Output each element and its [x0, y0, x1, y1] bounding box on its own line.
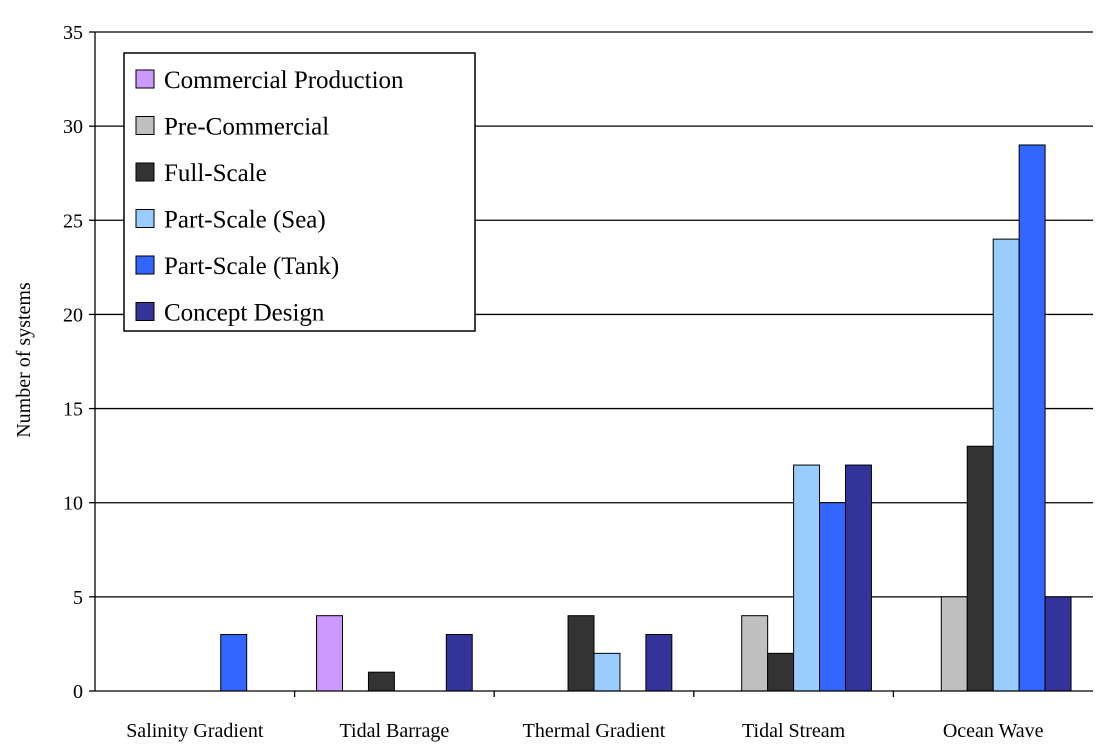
legend-label: Commercial Production: [164, 67, 404, 94]
bar: [966, 445, 994, 692]
y-tick-label: 5: [73, 587, 83, 609]
bar: [593, 652, 621, 692]
x-tick-label: Tidal Barrage: [340, 720, 450, 742]
bar: [793, 464, 821, 692]
bar: [767, 652, 795, 692]
bar: [567, 615, 595, 692]
bar: [316, 615, 344, 692]
axes: [94, 32, 1093, 692]
y-tick-label: 20: [63, 304, 83, 326]
bar: [1044, 596, 1072, 692]
y-tick-label: 35: [63, 22, 83, 44]
bar: [1018, 144, 1046, 692]
y-tick-label: 0: [73, 681, 83, 703]
legend-box: [123, 52, 476, 332]
y-tick-label: 15: [63, 399, 83, 421]
bar: [220, 634, 248, 692]
bar: [367, 671, 395, 692]
legend-swatch: [135, 69, 155, 89]
bar: [645, 634, 673, 692]
legend-label: Pre-Commercial: [164, 114, 329, 141]
y-tick-label: 30: [63, 116, 83, 138]
legend-swatch: [135, 116, 155, 135]
y-tick-label: 10: [63, 493, 83, 515]
x-tick-label: Ocean Wave: [943, 720, 1044, 742]
x-tick-label: Thermal Gradient: [523, 720, 666, 742]
y-tick-label: 25: [63, 210, 83, 232]
bar: [445, 634, 473, 692]
x-tick-label: Tidal Stream: [742, 720, 846, 742]
bar: [741, 615, 769, 692]
y-axis-label: Number of systems: [13, 282, 35, 438]
legend-swatch: [135, 162, 155, 182]
legend-label: Part-Scale (Sea): [164, 207, 326, 234]
y-tick-labels: 0 5 10 15 20 25 30 35: [63, 22, 95, 703]
legend-label: Part-Scale (Tank): [164, 253, 339, 280]
legend-swatch: [135, 302, 155, 321]
legend: Commercial Production Pre-Commercial Full-…: [123, 52, 476, 332]
legend-label: Full-Scale: [164, 160, 267, 187]
legend-swatch: [135, 255, 155, 275]
bar: [819, 502, 846, 692]
bar: [940, 596, 968, 692]
x-tick-labels: Salinity Gradient Tidal Barrage Thermal Gr…: [126, 691, 1044, 742]
bars: [220, 144, 1072, 692]
legend-label: Concept Design: [164, 300, 325, 327]
bar: [844, 464, 872, 692]
bar: [992, 238, 1020, 692]
legend-swatch: [135, 209, 155, 228]
x-tick-label: Salinity Gradient: [126, 720, 264, 742]
